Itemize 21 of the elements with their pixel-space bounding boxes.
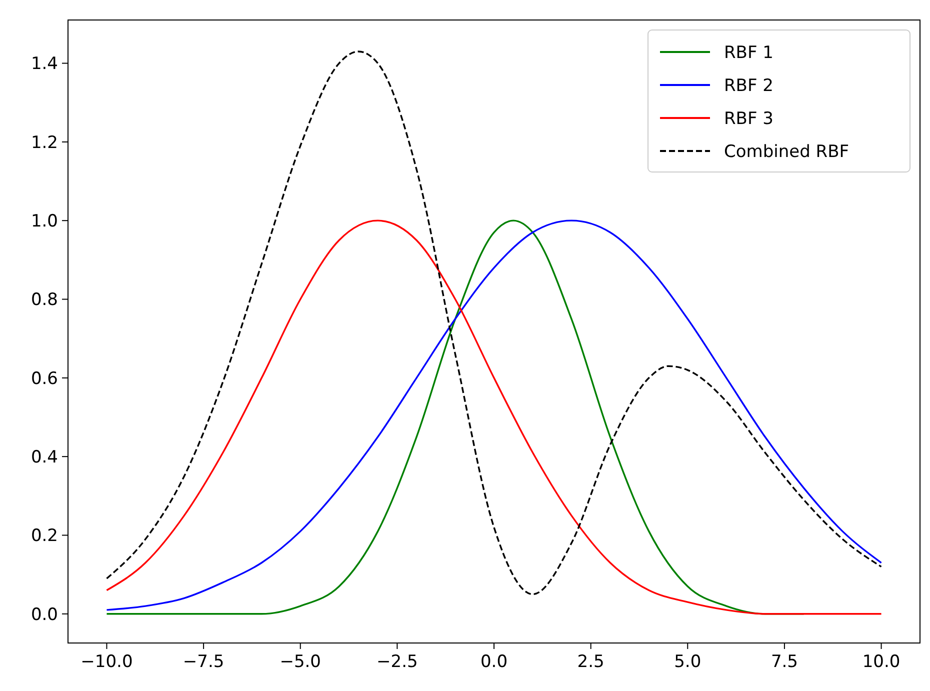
y-tick-label: 0.2 — [30, 526, 58, 546]
y-tick-label: 1.4 — [30, 54, 58, 74]
y-tick-label: 0.6 — [30, 368, 58, 389]
x-tick-label: 2.5 — [577, 652, 604, 672]
y-tick-label: 0.0 — [30, 604, 58, 625]
legend-label: Combined RBF — [724, 142, 850, 162]
x-tick-label: 10.0 — [862, 652, 900, 672]
y-tick-label: 1.2 — [30, 132, 58, 153]
x-tick-label: −7.5 — [182, 652, 224, 672]
x-tick-label: −10.0 — [80, 652, 133, 672]
y-tick-label: 1.0 — [30, 212, 58, 232]
legend-label: RBF 3 — [724, 108, 774, 129]
x-tick-label: −5.0 — [280, 652, 322, 672]
x-tick-label: −2.5 — [376, 652, 418, 672]
y-tick-label: 0.4 — [30, 448, 58, 468]
y-tick-label: 0.8 — [30, 290, 58, 310]
legend-label: RBF 2 — [724, 76, 774, 96]
legend-label: RBF 1 — [724, 42, 774, 63]
x-tick-label: 5.0 — [674, 652, 702, 672]
x-tick-label: 0.0 — [480, 652, 508, 672]
x-tick-label: 7.5 — [770, 652, 798, 672]
